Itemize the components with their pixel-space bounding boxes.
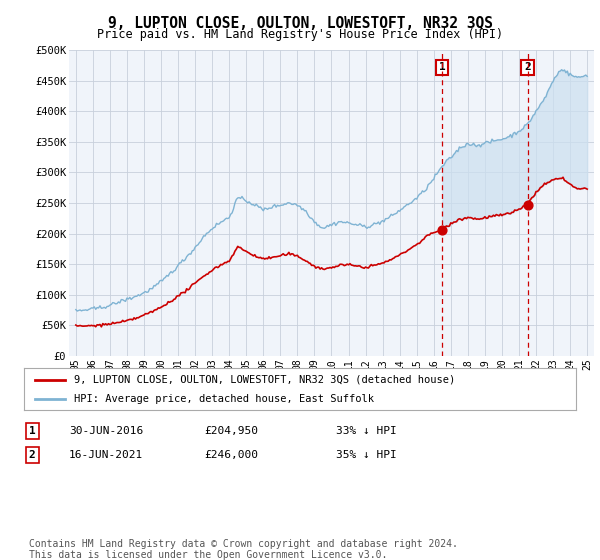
Text: 35% ↓ HPI: 35% ↓ HPI xyxy=(336,450,397,460)
Point xyxy=(523,201,532,210)
Text: Price paid vs. HM Land Registry's House Price Index (HPI): Price paid vs. HM Land Registry's House … xyxy=(97,28,503,41)
Text: 9, LUPTON CLOSE, OULTON, LOWESTOFT, NR32 3QS: 9, LUPTON CLOSE, OULTON, LOWESTOFT, NR32… xyxy=(107,16,493,31)
Text: 9, LUPTON CLOSE, OULTON, LOWESTOFT, NR32 3QS (detached house): 9, LUPTON CLOSE, OULTON, LOWESTOFT, NR32… xyxy=(74,375,455,385)
Text: £246,000: £246,000 xyxy=(204,450,258,460)
Text: 1: 1 xyxy=(29,426,35,436)
Text: 30-JUN-2016: 30-JUN-2016 xyxy=(69,426,143,436)
Text: 2: 2 xyxy=(524,63,531,72)
Text: £204,950: £204,950 xyxy=(204,426,258,436)
Text: 2: 2 xyxy=(29,450,35,460)
Point xyxy=(437,226,447,235)
Text: Contains HM Land Registry data © Crown copyright and database right 2024.
This d: Contains HM Land Registry data © Crown c… xyxy=(29,539,458,560)
Text: 1: 1 xyxy=(439,63,446,72)
Text: 16-JUN-2021: 16-JUN-2021 xyxy=(69,450,143,460)
Text: HPI: Average price, detached house, East Suffolk: HPI: Average price, detached house, East… xyxy=(74,394,374,404)
Text: 33% ↓ HPI: 33% ↓ HPI xyxy=(336,426,397,436)
